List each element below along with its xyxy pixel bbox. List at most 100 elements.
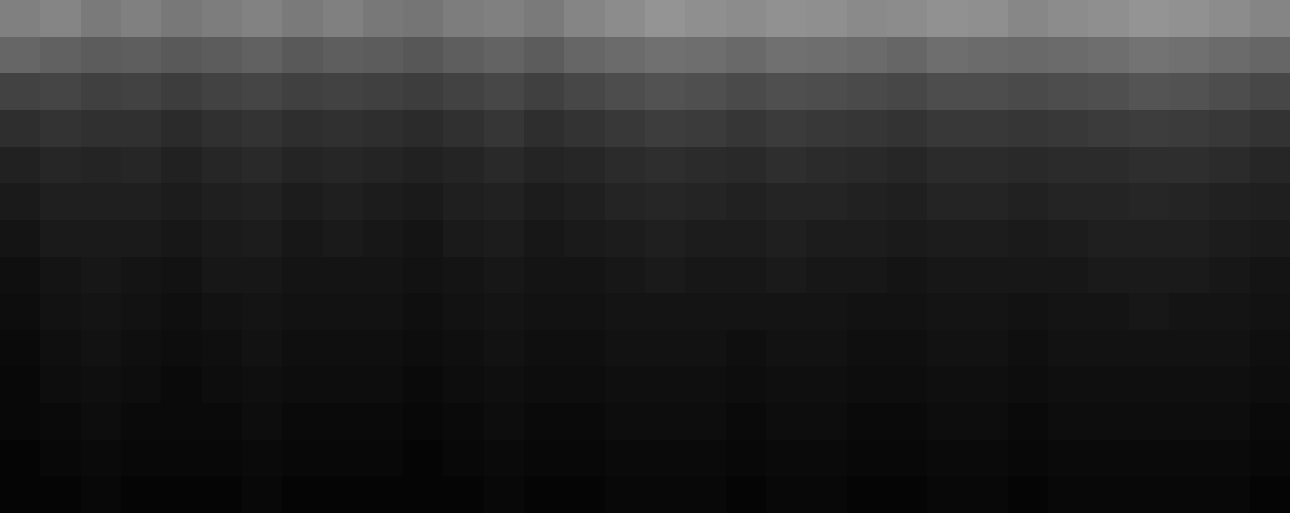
cell — [0, 440, 40, 476]
cell — [242, 366, 282, 403]
cell — [726, 293, 766, 330]
cell — [1169, 0, 1209, 37]
cell — [927, 220, 968, 257]
cell — [887, 183, 927, 220]
cell — [605, 476, 645, 513]
cell — [1008, 330, 1048, 366]
cell — [766, 403, 806, 440]
cell — [605, 330, 645, 366]
cell — [0, 403, 40, 440]
cell — [685, 110, 726, 147]
cell — [524, 366, 564, 403]
cell — [403, 183, 443, 220]
cell — [443, 110, 484, 147]
cell — [1008, 293, 1048, 330]
cell — [887, 366, 927, 403]
cell — [645, 476, 685, 513]
cell — [806, 330, 847, 366]
cell — [323, 183, 363, 220]
cell — [1129, 0, 1169, 37]
cell — [605, 183, 645, 220]
cell — [685, 257, 726, 293]
cell — [605, 220, 645, 257]
cell — [40, 37, 81, 73]
cell — [524, 220, 564, 257]
cell — [323, 147, 363, 183]
cell — [887, 330, 927, 366]
cell — [645, 330, 685, 366]
cell — [726, 366, 766, 403]
cell — [1209, 110, 1250, 147]
cell — [1250, 403, 1290, 440]
cell — [242, 476, 282, 513]
cell — [1048, 183, 1088, 220]
cell — [81, 110, 121, 147]
cell — [1088, 220, 1129, 257]
cell — [1088, 0, 1129, 37]
cell — [726, 183, 766, 220]
background — [0, 0, 1290, 513]
cell — [1209, 293, 1250, 330]
cell — [323, 0, 363, 37]
cell — [363, 330, 403, 366]
cell — [121, 330, 161, 366]
cell — [40, 0, 81, 37]
cell — [403, 257, 443, 293]
cell — [282, 220, 323, 257]
cell — [927, 440, 968, 476]
cell — [1209, 476, 1250, 513]
cell — [645, 0, 685, 37]
cell — [484, 440, 524, 476]
cell — [766, 110, 806, 147]
cell — [161, 257, 202, 293]
cell — [726, 0, 766, 37]
cell — [1169, 476, 1209, 513]
cell — [887, 110, 927, 147]
cell — [242, 147, 282, 183]
cell — [1250, 330, 1290, 366]
cell — [161, 330, 202, 366]
cell — [847, 257, 887, 293]
cell — [968, 0, 1008, 37]
cell — [524, 440, 564, 476]
cell — [363, 476, 403, 513]
cell — [1209, 183, 1250, 220]
cell — [1129, 220, 1169, 257]
cell — [1250, 183, 1290, 220]
cell — [927, 37, 968, 73]
cell — [81, 0, 121, 37]
cell — [968, 403, 1008, 440]
cell — [524, 293, 564, 330]
cell — [363, 37, 403, 73]
cell — [282, 110, 323, 147]
cell — [726, 403, 766, 440]
cell — [605, 110, 645, 147]
cell — [403, 147, 443, 183]
cell — [363, 147, 403, 183]
cell — [927, 476, 968, 513]
cell — [685, 73, 726, 110]
cell — [484, 183, 524, 220]
cell — [161, 110, 202, 147]
cell — [766, 293, 806, 330]
cell — [323, 440, 363, 476]
cell — [685, 293, 726, 330]
cell — [484, 293, 524, 330]
cell — [81, 403, 121, 440]
cell — [968, 37, 1008, 73]
cell — [806, 0, 847, 37]
cell — [161, 293, 202, 330]
cell — [121, 366, 161, 403]
cell — [1250, 147, 1290, 183]
cell — [363, 0, 403, 37]
cell — [443, 440, 484, 476]
cell — [40, 110, 81, 147]
cell — [1250, 366, 1290, 403]
cell — [968, 366, 1008, 403]
cell — [0, 476, 40, 513]
cell — [363, 403, 403, 440]
cell — [766, 440, 806, 476]
cell — [1008, 110, 1048, 147]
cell — [726, 73, 766, 110]
cell — [0, 257, 40, 293]
